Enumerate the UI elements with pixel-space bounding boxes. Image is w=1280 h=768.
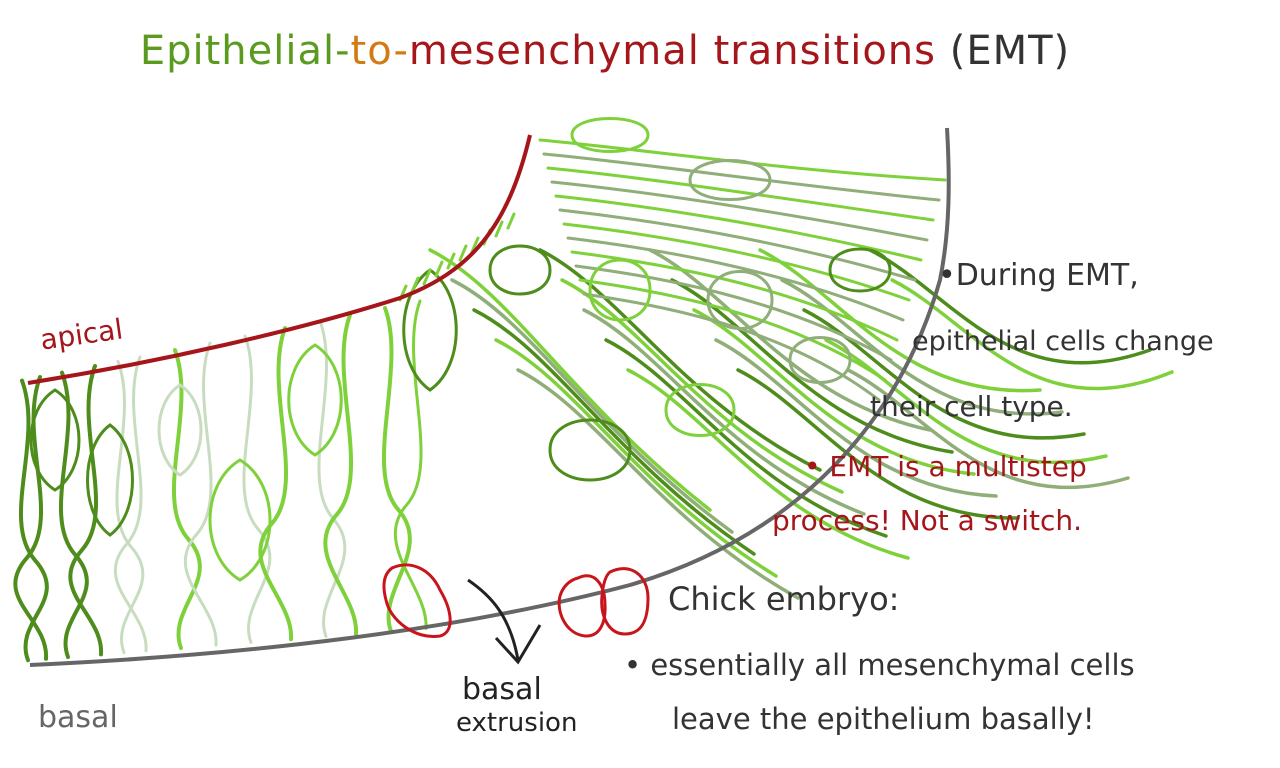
mesenchymal-cell-strand (670, 278, 954, 454)
title-epithelial: Epithelial- (139, 28, 351, 74)
cell-body (664, 383, 736, 437)
mesenchymal-cell-strand (428, 248, 712, 512)
note-during-emt-line3: their cell type. (870, 390, 1073, 423)
cell-outline (381, 306, 412, 634)
mesenchymal-cell-strand (824, 338, 1108, 464)
mesenchymal-cell-strand (554, 194, 923, 262)
mesenchymal-cell-strand (566, 236, 905, 322)
cell-outline (323, 313, 359, 636)
apical-cilia (422, 268, 432, 286)
mesenchymal-cell-strand (546, 166, 935, 222)
cell-outline (258, 326, 294, 642)
mesenchymal-cell-strand (472, 308, 756, 556)
cell-outline (113, 355, 148, 653)
cell-body (688, 159, 772, 201)
cell-body (86, 423, 134, 537)
basal-extrusion-arrow (467, 578, 520, 661)
mesenchymal-cell-strand (736, 368, 1020, 520)
title-to: to- (350, 28, 409, 74)
cell-body (157, 383, 203, 477)
apical-cilia (434, 260, 444, 278)
mesenchymal-cell-strand (558, 208, 917, 282)
apical-cilia (470, 236, 480, 254)
cell-outline (183, 341, 218, 647)
cell-outline (242, 334, 272, 644)
cell-body (788, 336, 852, 384)
mesenchymal-cell-strand (780, 278, 1064, 416)
basal-boundary-line (29, 127, 951, 667)
mesenchymal-cell-strand (574, 264, 893, 362)
cell-outline (59, 370, 89, 660)
title-mesenchymal-transitions: mesenchymal transitions (408, 28, 950, 74)
mesenchymal-cell-strand (802, 308, 1086, 440)
mesenchymal-cell-strand (516, 368, 800, 600)
mesenchymal-cell-strand (494, 338, 778, 578)
mesenchymal-cell-strand (846, 368, 1130, 490)
cell-outline (13, 375, 49, 661)
mesenchymal-cell-strand (714, 338, 998, 498)
apical-cilia (506, 212, 516, 230)
note-during-emt-line2: epithelial cells change (912, 326, 1214, 357)
cell-body (208, 458, 272, 582)
basal-label: basal (38, 700, 118, 735)
note-chick-embryo-title: Chick embryo: (668, 580, 900, 618)
note-during-emt-line1: •During EMT, (938, 258, 1139, 293)
cell-body (548, 418, 632, 482)
basal-extrusion-arrowhead (494, 624, 542, 665)
note-multistep-line2: process! Not a switch. (772, 504, 1083, 537)
extrusion-label-line2: extrusion (456, 708, 578, 738)
note-chick-line2: leave the epithelium basally! (672, 702, 1095, 736)
apical-boundary-line (27, 134, 532, 385)
title-emt-abbrev: (EMT) (949, 28, 1071, 74)
mesenchymal-cell-strand (626, 368, 910, 560)
cell-body (706, 270, 774, 330)
mesenchymal-cell-strand (604, 338, 888, 538)
mesenchymal-cell-strand (692, 308, 976, 476)
cell-body (828, 247, 892, 293)
cell-outline (19, 378, 49, 663)
mesenchymal-cell-strand (542, 152, 941, 202)
extrusion-label-line1: basal (462, 672, 542, 707)
cell-body (287, 343, 343, 457)
mesenchymal-cell-strand (582, 308, 866, 516)
mesenchymal-cell-strand (550, 180, 929, 242)
cell-outline (68, 364, 104, 657)
apical-cilia (494, 220, 504, 238)
mesenchymal-cell-strand (890, 278, 1174, 391)
cell-outline (172, 348, 202, 650)
page-title: Epithelial-to-mesenchymal transitions (E… (0, 28, 1210, 74)
mesenchymal-cell-strand (758, 248, 1042, 393)
apical-cilia (410, 276, 420, 294)
cell-body (570, 117, 650, 153)
mesenchymal-cell-strand (562, 222, 911, 302)
apical-cilia (458, 244, 468, 262)
cell-body (588, 258, 652, 322)
epithelial-cell-sheet (13, 117, 1174, 663)
mesenchymal-cell-strand (560, 278, 844, 494)
mesenchymal-cell-strand (450, 278, 734, 534)
extruded-cell-left (382, 563, 452, 638)
cell-body (29, 388, 81, 492)
extruded-cell-middle (557, 574, 607, 638)
apical-cilia (446, 252, 456, 270)
note-chick-line1: • essentially all mesenchymal cells (624, 648, 1135, 682)
cell-body (402, 268, 458, 392)
mesenchymal-cell-strand (578, 278, 887, 382)
mesenchymal-cell-strand (868, 248, 1152, 365)
mesenchymal-cell-strand (538, 248, 822, 472)
extruded-cell-right (600, 567, 650, 636)
cell-body (488, 244, 552, 296)
note-multistep-line1: • EMT is a multistep (804, 450, 1087, 483)
cell-outline (393, 299, 428, 630)
cell-outline (115, 359, 145, 655)
